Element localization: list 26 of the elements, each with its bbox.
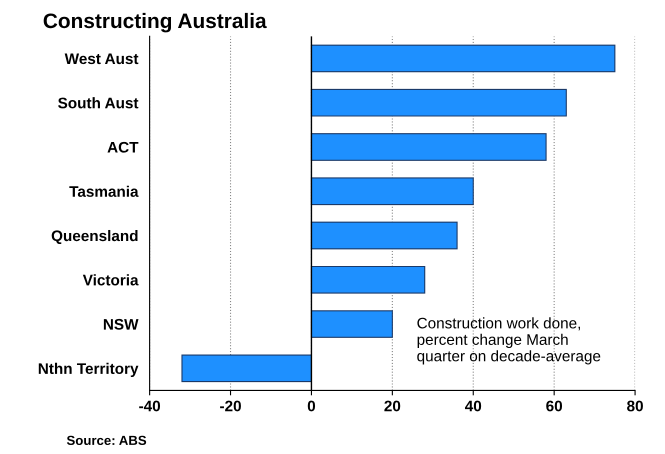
bar	[310, 222, 458, 250]
y-tick-label: Queensland	[52, 230, 138, 244]
bar	[181, 354, 312, 382]
y-tick-label: West Aust	[64, 53, 138, 64]
x-tick-label: 40	[464, 400, 482, 412]
x-tick-label: -40	[139, 400, 160, 412]
x-tick-label: 80	[627, 400, 643, 412]
bar	[310, 177, 474, 206]
x-tick-label: 20	[384, 400, 400, 412]
x-tick-label: 0	[308, 400, 316, 412]
bar	[310, 310, 393, 338]
y-tick-label: ACT	[107, 142, 138, 153]
source-note: Source: ABS	[66, 436, 146, 446]
x-tick-label: -20	[220, 400, 241, 412]
x-tick-label: 60	[546, 400, 562, 412]
bar	[310, 88, 567, 117]
bar	[310, 133, 547, 161]
annotation: Construction work done, percent change March quarter on decade-average	[417, 317, 600, 364]
bar	[310, 266, 426, 294]
y-tick-label: South Aust	[58, 97, 138, 108]
bar	[310, 44, 616, 72]
y-tick-label: Victoria	[82, 274, 139, 286]
y-tick-label: Nthn Territory	[38, 362, 138, 378]
y-tick-label: Tasmania	[69, 186, 139, 197]
y-tick-label: NSW	[104, 318, 138, 330]
chart-title: Constructing Australia	[44, 12, 267, 32]
